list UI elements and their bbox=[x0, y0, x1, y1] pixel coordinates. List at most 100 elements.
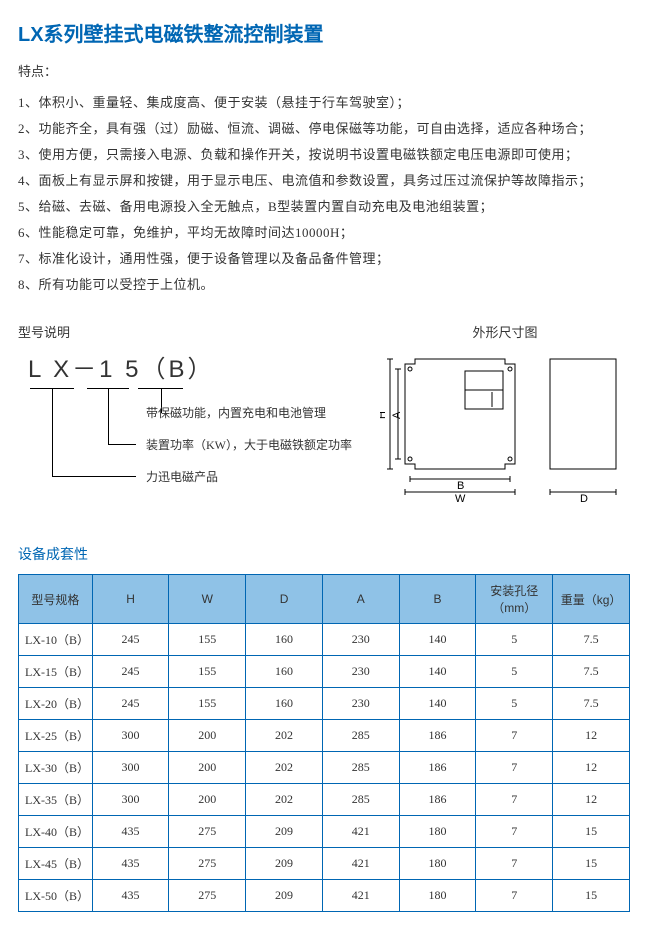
table-cell: LX-45（B） bbox=[19, 848, 93, 880]
table-cell: 5 bbox=[476, 688, 553, 720]
model-heading: 型号说明 bbox=[18, 322, 358, 341]
table-cell: 421 bbox=[322, 880, 399, 912]
table-cell: 7 bbox=[476, 880, 553, 912]
table-cell: 186 bbox=[399, 720, 476, 752]
table-body: LX-10（B）24515516023014057.5LX-15（B）24515… bbox=[19, 624, 630, 912]
table-cell: 180 bbox=[399, 816, 476, 848]
table-cell: 7 bbox=[476, 848, 553, 880]
table-cell: 245 bbox=[92, 656, 169, 688]
table-cell: LX-25（B） bbox=[19, 720, 93, 752]
table-cell: 275 bbox=[169, 880, 246, 912]
table-cell: 7.5 bbox=[553, 688, 630, 720]
model-line-2: 装置功率（KW），大于电磁铁额定功率 bbox=[146, 436, 352, 455]
table-cell: 160 bbox=[246, 688, 323, 720]
table-cell: 209 bbox=[246, 880, 323, 912]
table-cell: 186 bbox=[399, 784, 476, 816]
feature-item: 2、功能齐全，具有强（过）励磁、恒流、调磁、停电保磁等功能，可自由选择，适应各种… bbox=[18, 116, 630, 142]
table-cell: 435 bbox=[92, 848, 169, 880]
table-cell: 7 bbox=[476, 720, 553, 752]
equipment-heading: 设备成套性 bbox=[18, 544, 630, 564]
table-cell: LX-30（B） bbox=[19, 752, 93, 784]
page-title: LX系列壁挂式电磁铁整流控制装置 bbox=[18, 18, 630, 47]
table-cell: 7 bbox=[476, 752, 553, 784]
table-row: LX-45（B）435275209421180715 bbox=[19, 848, 630, 880]
table-cell: 140 bbox=[399, 656, 476, 688]
col-header: 型号规格 bbox=[19, 575, 93, 624]
table-cell: 5 bbox=[476, 624, 553, 656]
table-cell: 180 bbox=[399, 880, 476, 912]
col-header: H bbox=[92, 575, 169, 624]
col-header: B bbox=[399, 575, 476, 624]
table-cell: 202 bbox=[246, 720, 323, 752]
table-cell: 200 bbox=[169, 784, 246, 816]
table-cell: 7.5 bbox=[553, 656, 630, 688]
feature-item: 1、体积小、重量轻、集成度高、便于安装（悬挂于行车驾驶室）； bbox=[18, 90, 630, 116]
table-cell: LX-50（B） bbox=[19, 880, 93, 912]
dim-label-d: D bbox=[580, 493, 588, 504]
model-line-diagram: 带保磁功能，内置充电和电池管理 装置功率（KW），大于电磁铁额定功率 力迅电磁产… bbox=[18, 388, 358, 498]
table-cell: 186 bbox=[399, 752, 476, 784]
table-row: LX-25（B）300200202285186712 bbox=[19, 720, 630, 752]
table-cell: 160 bbox=[246, 624, 323, 656]
dimension-heading: 外形尺寸图 bbox=[380, 322, 630, 341]
table-cell: 202 bbox=[246, 752, 323, 784]
table-cell: LX-35（B） bbox=[19, 784, 93, 816]
table-row: LX-15（B）24515516023014057.5 bbox=[19, 656, 630, 688]
table-cell: 15 bbox=[553, 880, 630, 912]
col-header: W bbox=[169, 575, 246, 624]
table-cell: 230 bbox=[322, 656, 399, 688]
dimension-block: 外形尺寸图 bbox=[380, 322, 630, 504]
col-header: 重量（kg） bbox=[553, 575, 630, 624]
table-cell: 200 bbox=[169, 720, 246, 752]
table-cell: LX-20（B） bbox=[19, 688, 93, 720]
table-cell: 245 bbox=[92, 624, 169, 656]
dim-label-a: A bbox=[391, 411, 403, 419]
model-line-3: 力迅电磁产品 bbox=[146, 468, 218, 487]
table-cell: 435 bbox=[92, 816, 169, 848]
table-cell: 421 bbox=[322, 848, 399, 880]
table-header-row: 型号规格 H W D A B 安装孔径（mm） 重量（kg） bbox=[19, 575, 630, 624]
table-row: LX-40（B）435275209421180715 bbox=[19, 816, 630, 848]
table-row: LX-10（B）24515516023014057.5 bbox=[19, 624, 630, 656]
table-row: LX-35（B）300200202285186712 bbox=[19, 784, 630, 816]
table-cell: 285 bbox=[322, 784, 399, 816]
table-cell: 7 bbox=[476, 816, 553, 848]
table-cell: 421 bbox=[322, 816, 399, 848]
table-cell: 12 bbox=[553, 784, 630, 816]
dim-label-w: W bbox=[455, 493, 466, 504]
table-cell: 275 bbox=[169, 816, 246, 848]
table-cell: 140 bbox=[399, 688, 476, 720]
table-cell: 12 bbox=[553, 720, 630, 752]
col-header: A bbox=[322, 575, 399, 624]
table-cell: 15 bbox=[553, 848, 630, 880]
table-cell: 155 bbox=[169, 656, 246, 688]
spec-table: 型号规格 H W D A B 安装孔径（mm） 重量（kg） LX-10（B）2… bbox=[18, 574, 630, 912]
table-cell: 7.5 bbox=[553, 624, 630, 656]
dim-label-b: B bbox=[457, 480, 464, 492]
table-cell: 15 bbox=[553, 816, 630, 848]
model-code: L X－1 5（B） bbox=[18, 349, 358, 384]
dimension-drawing: H A B W D bbox=[380, 349, 630, 504]
table-cell: 285 bbox=[322, 720, 399, 752]
feature-item: 4、面板上有显示屏和按键，用于显示电压、电流值和参数设置，具务过压过流保护等故障… bbox=[18, 168, 630, 194]
table-cell: 155 bbox=[169, 688, 246, 720]
table-cell: 245 bbox=[92, 688, 169, 720]
col-header: 安装孔径（mm） bbox=[476, 575, 553, 624]
feature-item: 6、性能稳定可靠，免维护，平均无故障时间达10000H； bbox=[18, 220, 630, 246]
table-cell: 202 bbox=[246, 784, 323, 816]
table-row: LX-20（B）24515516023014057.5 bbox=[19, 688, 630, 720]
table-cell: 180 bbox=[399, 848, 476, 880]
col-header: D bbox=[246, 575, 323, 624]
table-cell: 435 bbox=[92, 880, 169, 912]
model-line-1: 带保磁功能，内置充电和电池管理 bbox=[146, 404, 326, 423]
table-cell: 155 bbox=[169, 624, 246, 656]
table-cell: 275 bbox=[169, 848, 246, 880]
table-cell: 7 bbox=[476, 784, 553, 816]
table-cell: LX-40（B） bbox=[19, 816, 93, 848]
table-cell: 12 bbox=[553, 752, 630, 784]
table-cell: 285 bbox=[322, 752, 399, 784]
feature-item: 5、给磁、去磁、备用电源投入全无触点，B型装置内置自动充电及电池组装置； bbox=[18, 194, 630, 220]
table-cell: 140 bbox=[399, 624, 476, 656]
feature-item: 7、标准化设计，通用性强，便于设备管理以及备品备件管理； bbox=[18, 246, 630, 272]
table-row: LX-30（B）300200202285186712 bbox=[19, 752, 630, 784]
